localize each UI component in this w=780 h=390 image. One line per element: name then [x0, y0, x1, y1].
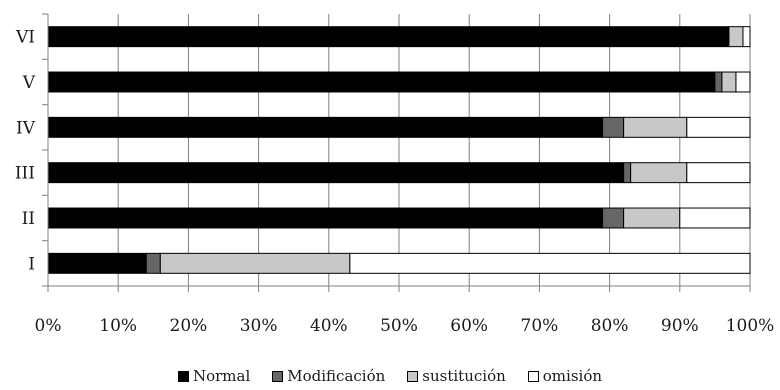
- bar-segment-normal: [47, 26, 730, 48]
- x-tick-label: 80%: [591, 316, 629, 336]
- bar-segment-sustitución: [630, 162, 688, 184]
- x-tick-label: 0%: [35, 316, 62, 336]
- bar-segment-sustitución: [623, 207, 681, 229]
- bar-segment-omisión: [679, 207, 751, 229]
- x-tick-label: 40%: [310, 316, 348, 336]
- bar-segment-sustitución: [721, 71, 737, 93]
- y-tick-label: III: [15, 164, 35, 184]
- x-tick-label: 90%: [661, 316, 699, 336]
- bar-segment-sustitución: [728, 26, 744, 48]
- x-tick-label: 20%: [170, 316, 208, 336]
- y-tick-label: V: [22, 73, 36, 93]
- bar-segment-modificación: [602, 116, 625, 138]
- bar-segment-modificación: [602, 207, 625, 229]
- legend: Normal Modificación sustitución omisión: [0, 367, 780, 385]
- y-tick-label: IV: [16, 118, 36, 138]
- bar-segment-modificación: [145, 252, 161, 274]
- legend-swatch-normal: [177, 370, 189, 382]
- x-tick-label: 60%: [450, 316, 488, 336]
- y-tick-label: II: [22, 209, 35, 229]
- bar-segment-normal: [47, 162, 625, 184]
- bar-segment-sustitución: [623, 116, 688, 138]
- legend-swatch-omision: [527, 370, 539, 382]
- x-tick-label: 50%: [380, 316, 418, 336]
- bars: [47, 26, 751, 274]
- x-axis-labels: 0% 10% 20% 30% 40% 50% 60% 70% 80% 90% 100%: [35, 316, 775, 336]
- bar-segment-normal: [47, 116, 604, 138]
- legend-label-omision: omisión: [542, 367, 603, 385]
- bar-segment-normal: [47, 71, 716, 93]
- x-tick-label: 70%: [521, 316, 559, 336]
- x-tick-label: 10%: [99, 316, 137, 336]
- legend-swatch-sustitucion: [407, 370, 419, 382]
- bar-segment-omisión: [742, 26, 751, 48]
- bar-segment-omisión: [735, 71, 751, 93]
- gridlines: [42, 13, 751, 292]
- legend-swatch-modificacion: [272, 370, 284, 382]
- y-tick-label: I: [28, 254, 35, 274]
- legend-item-sustitucion: sustitución: [407, 367, 506, 385]
- bar-segment-normal: [47, 207, 604, 229]
- bar-segment-normal: [47, 252, 147, 274]
- bar-segment-modificación: [623, 162, 632, 184]
- legend-item-omision: omisión: [527, 367, 603, 385]
- axes: [47, 14, 750, 287]
- x-tick-label: 100%: [726, 316, 775, 336]
- y-tick-label: VI: [15, 28, 35, 48]
- bar-segment-omisión: [686, 162, 751, 184]
- x-tick-label: 30%: [240, 316, 278, 336]
- legend-item-normal: Normal: [177, 367, 251, 385]
- bar-segment-omisión: [349, 252, 751, 274]
- legend-label-sustitucion: sustitución: [422, 367, 506, 385]
- bar-segment-sustitución: [159, 252, 351, 274]
- legend-label-normal: Normal: [192, 367, 251, 385]
- legend-item-modificacion: Modificación: [272, 367, 385, 385]
- legend-label-modificacion: Modificación: [287, 367, 386, 385]
- bar-segment-omisión: [686, 116, 751, 138]
- bar-segment-modificación: [714, 71, 723, 93]
